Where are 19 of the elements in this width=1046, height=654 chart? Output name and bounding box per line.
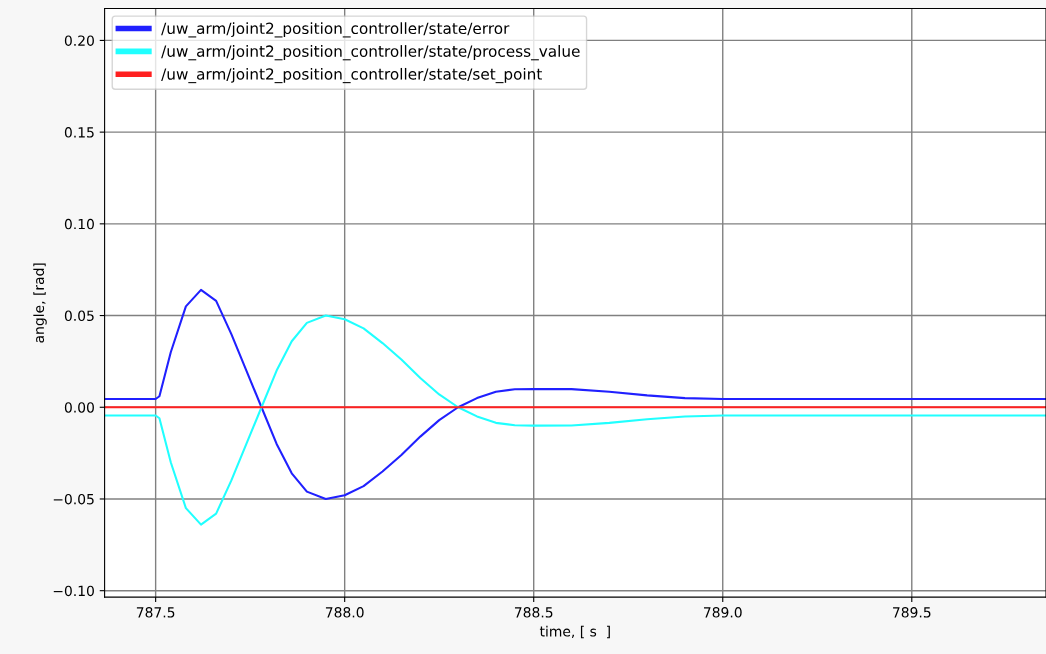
legend-label: /uw_arm/joint2_position_controller/state/error [161, 22, 510, 38]
x-tick-label: 787.5 [136, 607, 175, 618]
legend-label: /uw_arm/joint2_position_controller/state/process_value [161, 45, 580, 61]
line-series [104, 288, 1046, 501]
x-tick-label: 789.0 [704, 607, 742, 618]
legend-label: /uw_arm/joint2_position_controller/state/set_point [161, 67, 542, 84]
x-tick-label: 789.5 [893, 607, 931, 618]
y-tick-label: 0.20 [64, 35, 94, 46]
y-tick-label: 0.10 [64, 218, 94, 230]
line-series [104, 314, 1046, 526]
y-tick-label: −0.10 [53, 585, 94, 597]
x-tick-label: 788.0 [325, 607, 364, 618]
y-tick-label: −0.05 [53, 493, 94, 505]
x-tick-label: 788.5 [514, 607, 553, 618]
y-tick-label: 0.05 [64, 310, 94, 322]
x-axis-title: time, [ s ] [539, 625, 610, 639]
y-tick-label: 0.00 [64, 402, 94, 413]
y-tick-label: 0.15 [64, 127, 94, 138]
y-axis-title: angle, [rad] [33, 263, 47, 343]
